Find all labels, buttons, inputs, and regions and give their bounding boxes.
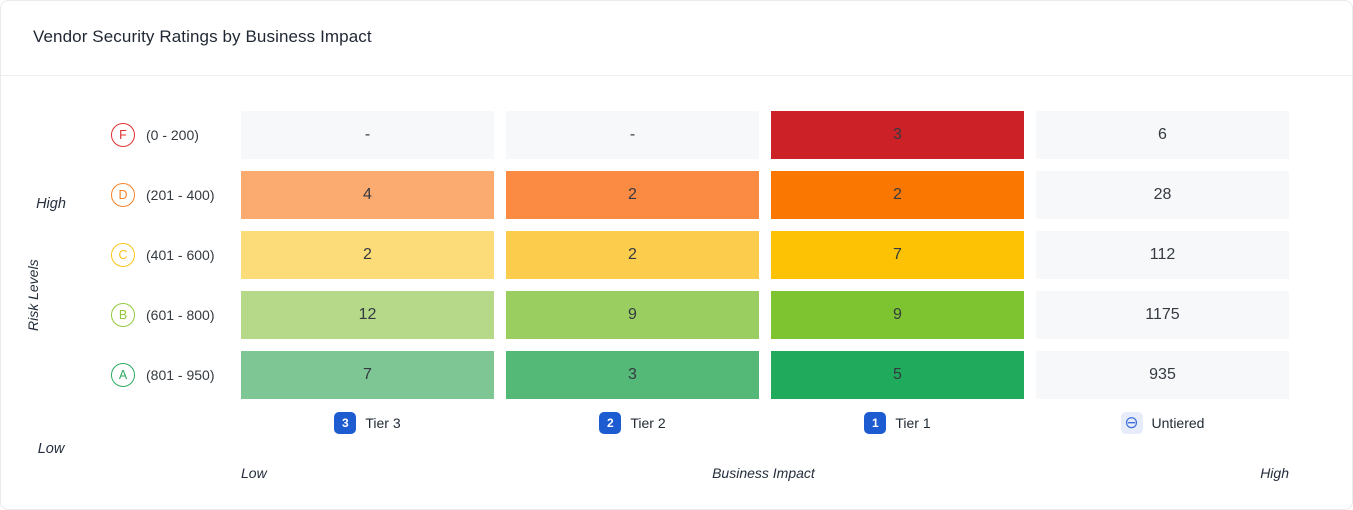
legend-label: Untiered — [1151, 415, 1205, 431]
grade-range: (0 - 200) — [146, 127, 199, 143]
row-label: B (601 - 800) — [111, 291, 229, 339]
heatmap-cell[interactable]: 2 — [506, 231, 759, 279]
row-label: C (401 - 600) — [111, 231, 229, 279]
legend-item-tier-3[interactable]: 3 Tier 3 — [241, 412, 494, 434]
heatmap-cell[interactable]: 12 — [241, 291, 494, 339]
heatmap-cell[interactable]: 112 — [1036, 231, 1289, 279]
heatmap-cell[interactable]: 9 — [771, 291, 1024, 339]
tier-number-badge: 2 — [599, 412, 622, 434]
heatmap-cell[interactable]: 935 — [1036, 351, 1289, 399]
heatmap-cell[interactable]: 9 — [506, 291, 759, 339]
tier-number-badge: 1 — [864, 412, 887, 434]
heatmap-cell[interactable]: 2 — [771, 171, 1024, 219]
grade-badge: A — [111, 363, 135, 387]
legend-item-tier-1[interactable]: 1 Tier 1 — [771, 412, 1024, 434]
grade-range: (201 - 400) — [146, 187, 215, 203]
heatmap-cell[interactable]: 1175 — [1036, 291, 1289, 339]
legend-label: Tier 3 — [365, 415, 401, 431]
legend-label: Tier 2 — [630, 415, 666, 431]
grade-range: (401 - 600) — [146, 247, 215, 263]
x-axis-title: Business Impact — [712, 465, 815, 481]
grade-badge: C — [111, 243, 135, 267]
heatmap-cell[interactable]: 4 — [241, 171, 494, 219]
heatmap-cell[interactable]: 7 — [241, 351, 494, 399]
grade-badge: F — [111, 123, 135, 147]
heatmap-cell[interactable]: 3 — [771, 111, 1024, 159]
heatmap-row: B (601 - 800) 12 9 9 1175 — [111, 291, 1289, 339]
heatmap-row: F (0 - 200) - -3 6 — [111, 111, 1289, 159]
legend-item-untiered[interactable]: ⊖ Untiered — [1036, 412, 1289, 434]
grade-range: (801 - 950) — [146, 367, 215, 383]
grade-badge: D — [111, 183, 135, 207]
legend-item-tier-2[interactable]: 2 Tier 2 — [506, 412, 759, 434]
heatmap-cell[interactable]: 28 — [1036, 171, 1289, 219]
y-axis-low-label: Low — [37, 441, 65, 457]
heatmap-cell[interactable]: 3 — [506, 351, 759, 399]
heatmap-cell[interactable]: - — [241, 111, 494, 159]
heatmap-cell[interactable]: 2 — [506, 171, 759, 219]
x-axis-high-label: High — [1260, 465, 1289, 481]
row-label: D (201 - 400) — [111, 171, 229, 219]
heatmap-cell[interactable]: 5 — [771, 351, 1024, 399]
heatmap-chart: High Risk Levels Low F (0 - 200) - -3 6 D (201… — [1, 76, 1352, 481]
y-axis-high-label: High — [36, 196, 66, 212]
x-axis-low-label: Low — [241, 465, 267, 481]
grade-badge: B — [111, 303, 135, 327]
tier-legend: 3 Tier 3 2 Tier 2 1 Tier 1 ⊖ Untiered — [111, 411, 1289, 435]
heatmap-cell[interactable]: - — [506, 111, 759, 159]
heatmap-cell[interactable]: 7 — [771, 231, 1024, 279]
heatmap-cell[interactable]: 6 — [1036, 111, 1289, 159]
untiered-minus-icon: ⊖ — [1120, 412, 1143, 434]
heatmap-row: A (801 - 950) 7 3 5 935 — [111, 351, 1289, 399]
page-title: Vendor Security Ratings by Business Impa… — [33, 27, 372, 46]
grade-range: (601 - 800) — [146, 307, 215, 323]
x-axis: Low Business Impact High — [241, 465, 1289, 481]
tier-number-badge: 3 — [334, 412, 357, 434]
heatmap-row: C (401 - 600) 2 2 7 112 — [111, 231, 1289, 279]
heatmap-row: D (201 - 400) 4 2 2 28 — [111, 171, 1289, 219]
heatmap-grid: F (0 - 200) - -3 6 D (201 - 400) 4 2 2 28 C (401 - 6… — [111, 111, 1289, 399]
legend-label: Tier 1 — [895, 415, 931, 431]
heatmap-cell[interactable]: 2 — [241, 231, 494, 279]
row-label: F (0 - 200) — [111, 111, 229, 159]
card-header: Vendor Security Ratings by Business Impa… — [1, 1, 1352, 76]
y-axis-title: Risk Levels — [25, 259, 41, 331]
row-label: A (801 - 950) — [111, 351, 229, 399]
